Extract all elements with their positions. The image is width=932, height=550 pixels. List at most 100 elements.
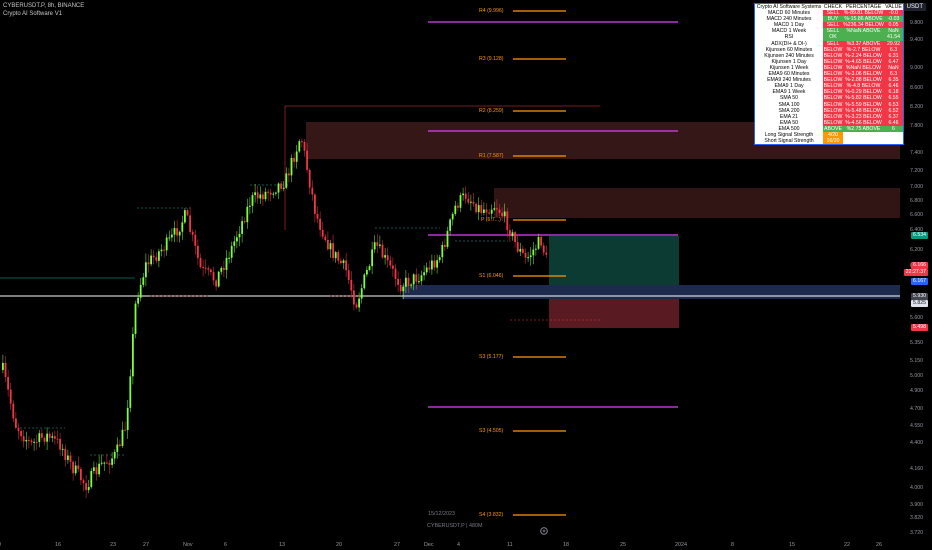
candle-body [454,205,457,214]
price-tag: 22:27:37 [903,269,928,276]
candle-body [516,242,519,252]
price-axis[interactable]: USDT 9.800 9.400 9.000 8.600 8.200 7.800 7.400… [902,0,932,550]
table-cell-pct: %-2.7 BELOW [843,46,884,53]
candle-body [204,267,207,269]
price-tick: 3.820 [910,515,923,521]
table-row: Kijunsen 240 Minutes BELOW %-2.24 BELOW 6.3… [755,52,903,59]
candle-body [449,219,451,231]
currency-button[interactable]: USDT [903,3,926,11]
table-cell-pct: %-89.81 BELOW [843,10,884,17]
candle-body [256,192,259,199]
candle-body [259,194,262,199]
table-cell-val: 6.35 [884,77,903,84]
candle-body [150,255,152,265]
candle-body [15,418,17,428]
candle-body [381,244,384,258]
time-tick: 16 [55,542,61,548]
candle-body [288,173,290,176]
price-tick: 7.000 [910,184,923,190]
candle-body [470,201,472,203]
candle-body [100,462,103,464]
table-cell-pct: %2.75 ABOVE [843,125,884,132]
price-tick: 8.600 [910,85,923,91]
indicator-title[interactable]: Crypto AI Software V1 [3,11,63,17]
table-cell-pct: %-3.06 BELOW [843,71,884,78]
candle-body [433,260,436,268]
table-cell-name: EMA 50 [779,119,799,126]
table-cell-name: SMA 50 [779,95,799,102]
candle-body [158,251,160,261]
candle-body [324,236,327,241]
candle-body [38,433,41,442]
candle-body [20,431,22,437]
candle-body [137,297,139,304]
candle-body [116,444,119,452]
table-cell-name: EMA9 60 Minutes [768,71,810,78]
candle-body [46,433,48,442]
candle-body [191,231,194,235]
table-cell-check: BELOW [823,119,843,126]
table-cell-name: Kijunsen 240 Minutes [764,52,814,59]
candle-body [95,467,98,475]
candle-body [178,231,181,236]
candle-body [522,248,524,253]
candle-body [537,236,540,249]
candle-body [384,255,386,258]
candle-body [220,267,223,272]
price-tag: 6.166 [911,262,928,269]
price-tick: 6.400 [910,227,923,233]
time-tick: 9 [0,542,1,548]
time-tick: 25 [620,542,626,548]
candle-body [399,284,402,292]
candle-body [347,270,350,280]
symbol-title[interactable]: CYBERUSDT.P, 8h, BINANCE [3,3,85,9]
candle-body [12,403,15,419]
candle-body [90,470,93,487]
candle-body [490,209,493,214]
table-row: RSI OK 41.54 [755,34,903,41]
candle-body [212,272,215,281]
candle-body [368,266,371,270]
table-cell-name: RSI [784,34,794,41]
table-cell-pct: %-5.82 BELOW [843,95,884,102]
table-cell-val: 6.37 [884,113,903,120]
candle-body [35,441,38,443]
candle-body [350,279,353,291]
candle-body [230,245,233,258]
table-cell-check: SELL [823,40,843,47]
candle-body [360,288,363,299]
table-cell-pct: %-3.23 BELOW [843,113,884,120]
table-cell-pct: %NaN BELOW [843,64,884,72]
candle-body [236,237,238,242]
table-row: EMA 50 BELOW %-4.56 BELOW 6.46 [755,119,903,126]
candle-body [457,205,459,208]
table-cell-pct [843,34,884,41]
table-cell-pct: %-5.48 BELOW [843,107,884,114]
table-row: EMA9 240 Minutes BELOW %-2.88 BELOW 6.35 [755,77,903,84]
table-cell-name: Kijunsen 60 Minutes [765,46,813,53]
candle-body [74,465,77,474]
price-tick: 6.800 [910,198,923,204]
candle-body [251,195,254,206]
price-tick: 3.900 [910,502,923,508]
candle-body [241,221,243,234]
candle-body [319,218,321,230]
table-row: Kijunsen 1 Day BELOW %-4.65 BELOW 6.47 [755,58,903,65]
time-tick: Dec [424,542,434,548]
candle-body [264,191,267,200]
candle-body [314,194,316,214]
candle-body [334,252,337,259]
table-cell-check: SELL [823,22,843,29]
candle-body [392,265,394,269]
candle-body [59,438,61,450]
candle-body [54,436,56,439]
price-tick: 6.200 [910,247,923,253]
candle-body [145,262,147,278]
candle-body [285,173,288,188]
pivot-label: R1 (7.587) [479,153,504,159]
candle-body [69,455,72,462]
candle-body [119,444,121,446]
candle-body [519,248,522,252]
candle-body [366,269,368,275]
